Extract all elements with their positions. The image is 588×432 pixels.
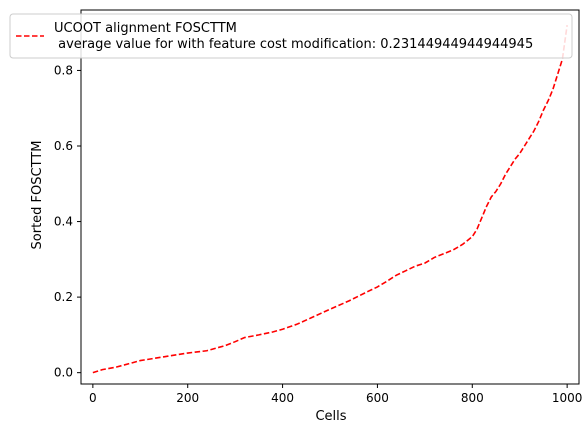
y-axis-label: Sorted FOSCTTM (30, 141, 45, 250)
series-line-ucoot-foscttm (92, 24, 568, 374)
plot-area (92, 24, 568, 374)
legend-label-ucoot-foscttm: UCOOT alignment FOSCTTM average value fo… (54, 21, 533, 52)
y-tick-label: 0.8 (54, 63, 73, 77)
y-tick-label: 0.4 (54, 215, 73, 229)
legend: UCOOT alignment FOSCTTM average value fo… (9, 13, 573, 59)
x-tick-label: 200 (176, 391, 199, 405)
x-axis-label: Cells (315, 409, 346, 424)
y-tick-label: 0.6 (54, 139, 73, 153)
axes-frame (80, 9, 580, 385)
y-tick-label: 0.2 (54, 290, 73, 304)
x-tick-label: 800 (461, 391, 484, 405)
y-tick-label: 0.0 (54, 366, 73, 380)
x-tick-label: 400 (271, 391, 294, 405)
x-tick-label: 1000 (552, 391, 583, 405)
y-axis-ticks: 0.0 0.2 0.4 0.6 0.8 (54, 63, 81, 380)
x-tick-label: 600 (366, 391, 389, 405)
x-axis-ticks: 0 200 400 600 800 1000 (89, 384, 582, 405)
x-tick-label: 0 (89, 391, 97, 405)
legend-box (9, 13, 573, 59)
